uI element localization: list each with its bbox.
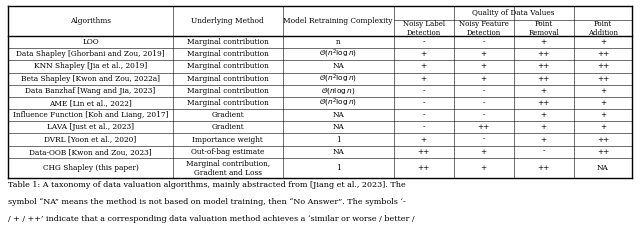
Text: +: + <box>541 87 547 95</box>
Text: Noisy Feature
Detection: Noisy Feature Detection <box>459 20 509 37</box>
Text: -: - <box>483 99 485 107</box>
Text: +: + <box>600 111 606 119</box>
Text: Gradient: Gradient <box>212 123 244 131</box>
Text: $\mathcal{O}(n^2 \log n)$: $\mathcal{O}(n^2 \log n)$ <box>319 97 357 109</box>
Text: +: + <box>420 136 427 144</box>
Text: -: - <box>422 123 425 131</box>
Text: Marginal contribution: Marginal contribution <box>187 75 269 83</box>
Text: Noisy Label
Detection: Noisy Label Detection <box>403 20 445 37</box>
Text: -: - <box>422 111 425 119</box>
Text: Gradient: Gradient <box>212 111 244 119</box>
Text: +: + <box>600 38 606 46</box>
Text: ++: ++ <box>597 62 609 70</box>
Text: ++: ++ <box>538 164 550 172</box>
Text: NA: NA <box>332 62 344 70</box>
Text: Table 1: A taxonomy of data valuation algorithms, mainly abstracted from [Jiang : Table 1: A taxonomy of data valuation al… <box>8 181 405 189</box>
Text: +: + <box>600 123 606 131</box>
Text: / + / ++’ indicate that a corresponding data valuation method achieves a ‘simila: / + / ++’ indicate that a corresponding … <box>8 215 414 223</box>
Text: Marginal contribution: Marginal contribution <box>187 99 269 107</box>
Text: $\mathcal{O}(n^2 \log n)$: $\mathcal{O}(n^2 \log n)$ <box>319 48 357 60</box>
Text: $\mathcal{O}(n \log n)$: $\mathcal{O}(n \log n)$ <box>321 86 355 96</box>
Text: Beta Shapley [Kwon and Zou, 2022a]: Beta Shapley [Kwon and Zou, 2022a] <box>21 75 160 83</box>
Text: ++: ++ <box>477 123 490 131</box>
Text: ++: ++ <box>597 75 609 83</box>
Text: NA: NA <box>332 148 344 156</box>
Text: -: - <box>542 148 545 156</box>
Text: LAVA [Just et al., 2023]: LAVA [Just et al., 2023] <box>47 123 134 131</box>
Text: -: - <box>422 38 425 46</box>
Text: +: + <box>481 148 486 156</box>
Text: Marginal contribution: Marginal contribution <box>187 87 269 95</box>
Text: AME [Lin et al., 2022]: AME [Lin et al., 2022] <box>49 99 132 107</box>
Text: +: + <box>541 111 547 119</box>
Text: ++: ++ <box>417 164 430 172</box>
Text: ++: ++ <box>597 136 609 144</box>
Text: ++: ++ <box>538 99 550 107</box>
Text: +: + <box>420 62 427 70</box>
Text: +: + <box>600 87 606 95</box>
Text: NA: NA <box>597 164 609 172</box>
Text: Importance weight: Importance weight <box>193 136 263 144</box>
Text: Model Retraining Complexity: Model Retraining Complexity <box>284 17 393 25</box>
Text: Data-OOB [Kwon and Zou, 2023]: Data-OOB [Kwon and Zou, 2023] <box>29 148 152 156</box>
Text: Data Banzhaf [Wang and Jia, 2023]: Data Banzhaf [Wang and Jia, 2023] <box>26 87 156 95</box>
Text: +: + <box>481 62 486 70</box>
Text: DVRL [Yoon et al., 2020]: DVRL [Yoon et al., 2020] <box>44 136 136 144</box>
Text: ++: ++ <box>417 148 430 156</box>
Text: Influence Function [Koh and Liang, 2017]: Influence Function [Koh and Liang, 2017] <box>13 111 168 119</box>
Text: 1: 1 <box>336 136 340 144</box>
Text: +: + <box>420 75 427 83</box>
Text: Algorithms: Algorithms <box>70 17 111 25</box>
Text: ++: ++ <box>597 148 609 156</box>
Text: 1: 1 <box>336 164 340 172</box>
Text: Data Shapley [Ghorbani and Zou, 2019]: Data Shapley [Ghorbani and Zou, 2019] <box>16 50 164 58</box>
Text: LOO: LOO <box>82 38 99 46</box>
Text: Marginal contribution,
Gradient and Loss: Marginal contribution, Gradient and Loss <box>186 160 270 177</box>
Text: symbol “NA” means the method is not based on model training, then “No Answer”. T: symbol “NA” means the method is not base… <box>8 198 405 206</box>
Text: Marginal contribution: Marginal contribution <box>187 50 269 58</box>
Text: $\mathcal{O}(n^2 \log n)$: $\mathcal{O}(n^2 \log n)$ <box>319 72 357 85</box>
Text: -: - <box>483 38 485 46</box>
Text: n: n <box>336 38 340 46</box>
Text: +: + <box>541 136 547 144</box>
Text: +: + <box>600 99 606 107</box>
Text: +: + <box>481 164 486 172</box>
Text: Point
Addition: Point Addition <box>588 20 618 37</box>
Text: ++: ++ <box>538 50 550 58</box>
Text: CHG Shapley (this paper): CHG Shapley (this paper) <box>42 164 138 172</box>
Text: -: - <box>422 87 425 95</box>
Text: -: - <box>483 136 485 144</box>
Text: ++: ++ <box>538 75 550 83</box>
Text: -: - <box>483 111 485 119</box>
Text: Marginal contribution: Marginal contribution <box>187 38 269 46</box>
Text: NA: NA <box>332 123 344 131</box>
Text: ++: ++ <box>538 62 550 70</box>
Text: Out-of-bag estimate: Out-of-bag estimate <box>191 148 264 156</box>
Text: -: - <box>483 87 485 95</box>
Text: KNN Shapley [Jia et al., 2019]: KNN Shapley [Jia et al., 2019] <box>34 62 147 70</box>
Text: ++: ++ <box>597 50 609 58</box>
Text: +: + <box>481 50 486 58</box>
Text: +: + <box>541 38 547 46</box>
Text: Point
Removal: Point Removal <box>528 20 559 37</box>
Text: -: - <box>422 99 425 107</box>
Text: Quality of Data Values: Quality of Data Values <box>472 9 554 17</box>
Text: Marginal contribution: Marginal contribution <box>187 62 269 70</box>
Text: Underlying Method: Underlying Method <box>191 17 264 25</box>
Text: +: + <box>481 75 486 83</box>
Text: NA: NA <box>332 111 344 119</box>
Text: +: + <box>420 50 427 58</box>
Text: +: + <box>541 123 547 131</box>
